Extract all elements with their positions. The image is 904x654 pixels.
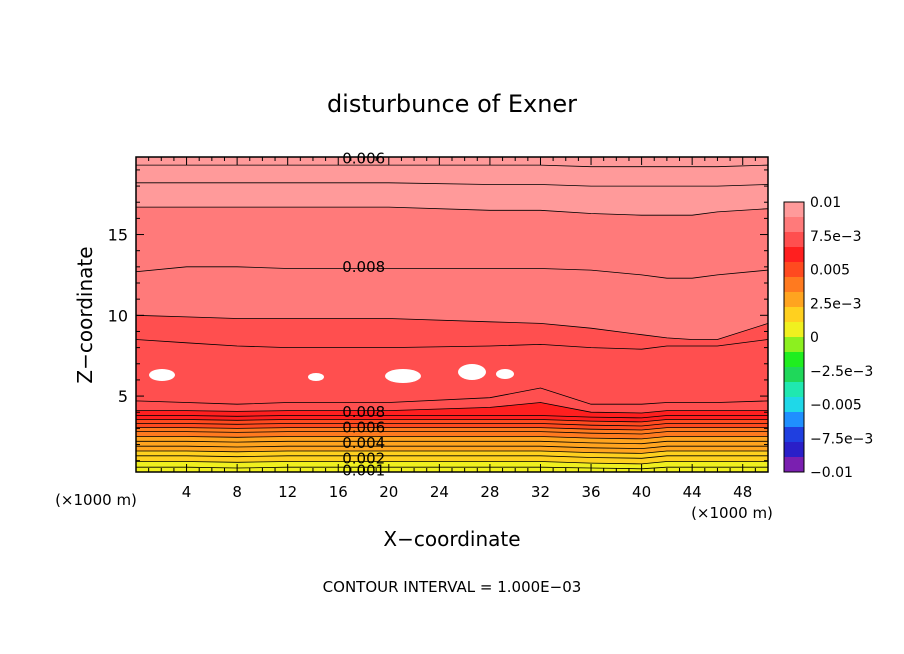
contour-bands (135, 164, 769, 473)
contour-interval-note: CONTOUR INTERVAL = 1.000E−03 (323, 578, 582, 596)
colorbar-label: 0 (810, 330, 819, 346)
colorbar-swatch (784, 412, 804, 427)
x-tick-label: 24 (430, 483, 449, 501)
colorbar-swatch (784, 367, 804, 382)
contour-label: 0.008 (342, 403, 385, 421)
colorbar-label: −0.01 (810, 465, 853, 481)
x-tick-label: 20 (379, 483, 398, 501)
colorbar-swatch (784, 427, 804, 442)
x-tick-label: 44 (683, 483, 702, 501)
x-tick-label: 12 (278, 483, 297, 501)
white-patch (458, 364, 486, 380)
contour-label: 0.002 (342, 449, 385, 467)
x-origin-unit: (×1000 m) (55, 491, 137, 509)
colorbar-swatch (784, 442, 804, 457)
x-tick-label: 4 (182, 483, 192, 501)
x-axis-ticks: 4 8 12 16 20 24 28 32 36 40 44 48 (148, 157, 756, 501)
white-patch (308, 373, 324, 381)
x-tick-label: 16 (329, 483, 348, 501)
x-tick-label: 8 (232, 483, 242, 501)
colorbar-swatch (784, 247, 804, 262)
colorbar-swatch (784, 457, 804, 472)
colorbar-frame (783, 201, 805, 473)
colorbar-swatch (784, 322, 804, 337)
y-tick-label: 15 (108, 226, 128, 245)
x-tick-label: 32 (531, 483, 550, 501)
white-patch (496, 369, 514, 379)
colorbar-swatch (784, 352, 804, 367)
colorbar-label: −2.5e−3 (810, 364, 873, 380)
white-patch (149, 369, 175, 381)
colorbar-swatch (784, 292, 804, 307)
x-tick-label: 28 (480, 483, 499, 501)
white-patches (149, 364, 514, 383)
contour-label: 0.006 (342, 419, 385, 437)
colorbar-label: 0.01 (810, 195, 841, 211)
colorbar-swatch (784, 217, 804, 232)
contour-label: 0.004 (342, 434, 385, 452)
colorbar-label: −7.5e−3 (810, 431, 873, 447)
colorbar-swatch (784, 382, 804, 397)
colorbar-swatch (784, 202, 804, 217)
colorbar-label: 7.5e−3 (810, 229, 862, 245)
colorbar-label: 0.005 (810, 263, 850, 279)
white-patch (385, 369, 421, 383)
colorbar-swatch (784, 277, 804, 292)
y-axis-ticks: 5 10 15 (108, 169, 768, 462)
x-tick-label: 48 (733, 483, 752, 501)
colorbar-swatch (784, 397, 804, 412)
y-axis-label: Z−coordinate (73, 246, 97, 383)
contour-label: 0.008 (342, 258, 385, 276)
colorbar-swatch (784, 337, 804, 352)
x-axis-unit: (×1000 m) (691, 504, 773, 522)
colorbar-swatch (784, 232, 804, 247)
y-tick-label: 5 (118, 387, 128, 406)
colorbar-label: 2.5e−3 (810, 296, 862, 312)
x-tick-label: 36 (581, 483, 600, 501)
y-tick-label: 10 (108, 306, 128, 325)
colorbar: −0.01 −7.5e−3 −0.005 −2.5e−3 0 2.5e−3 0.005 7.5… (783, 195, 873, 481)
colorbar-swatch (784, 307, 804, 322)
x-axis-label: X−coordinate (383, 527, 520, 551)
chart-title: disturbunce of Exner (327, 90, 577, 118)
colorbar-label: −0.005 (810, 398, 862, 414)
x-tick-label: 40 (632, 483, 651, 501)
colorbar-swatch (784, 262, 804, 277)
